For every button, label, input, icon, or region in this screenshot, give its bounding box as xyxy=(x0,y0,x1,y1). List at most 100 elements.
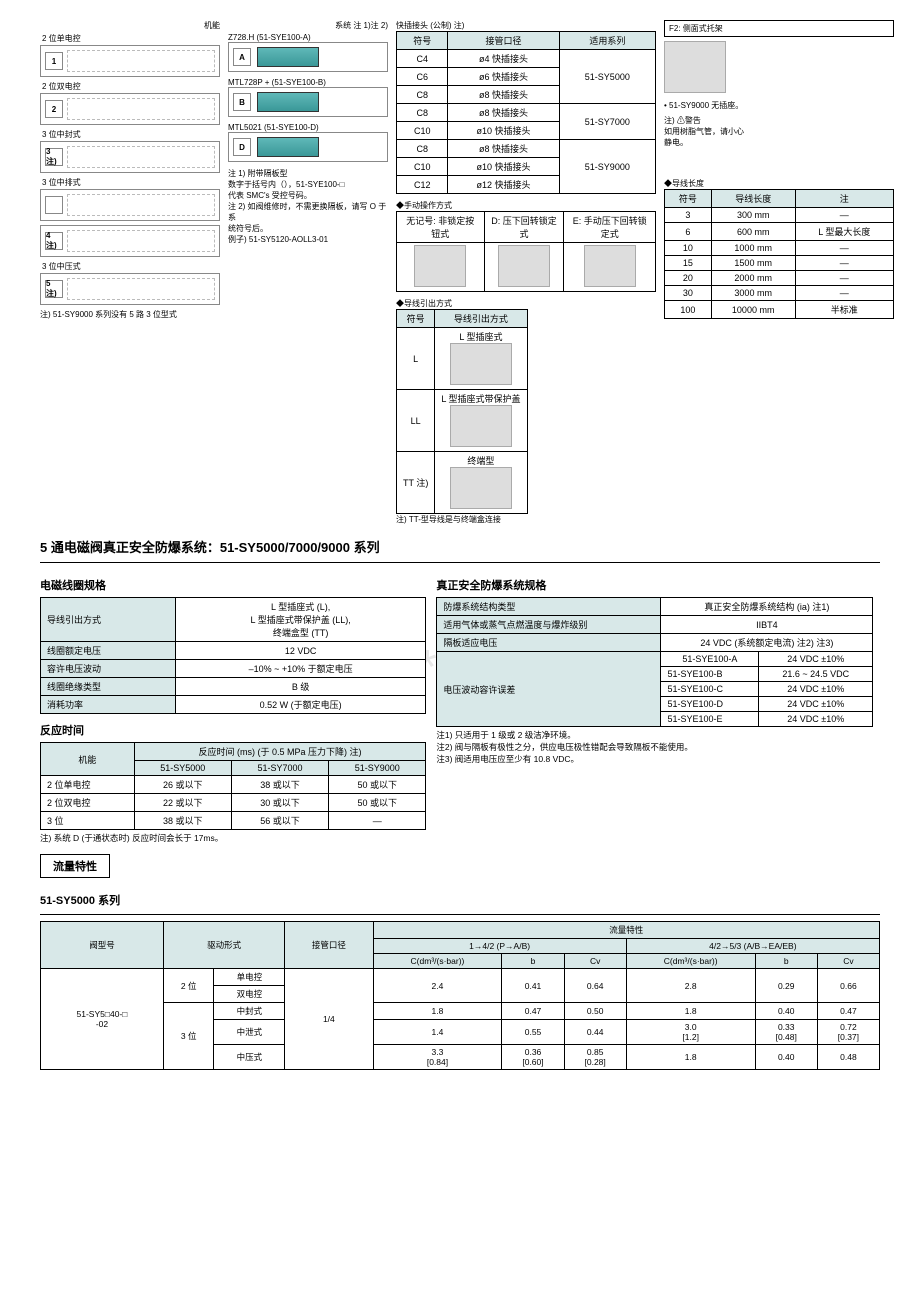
resp-cell: — xyxy=(329,812,426,830)
flow-h-cv2: Cv xyxy=(817,954,879,969)
flow-table: 阀型号驱动形式接管口径流量特性1→4/2 (P→A/B)4/2→5/3 (A/B… xyxy=(40,921,880,1070)
top-diagram-grid: 机能 2 位单电控12 位双电控23 位中封式3 注)3 位中排式4 注)3 位… xyxy=(40,20,880,525)
flow-c2: 1.8 xyxy=(626,1003,755,1020)
flow-pos: 2 位 xyxy=(163,969,213,1003)
flow-h-c2: C(dm³/(s·bar)) xyxy=(626,954,755,969)
resp-cell: 38 或以下 xyxy=(134,812,231,830)
flow-cv1: 0.50 xyxy=(564,1003,626,1020)
safety-val: 真正安全防爆系统结构 (ia) 注1) xyxy=(661,598,873,616)
flow-h-b: b xyxy=(502,954,564,969)
coil-val: –10% ~ +10% 于额定电压 xyxy=(175,660,426,678)
flow-h-drive: 驱动形式 xyxy=(163,922,284,969)
resp-cell: 38 或以下 xyxy=(231,776,328,794)
sys-label: 系统 注 1)注 2) xyxy=(228,20,388,31)
warn-text: 如用树脂气管，请小心 静电。 xyxy=(664,126,894,148)
safety-key: 隔板适应电压 xyxy=(437,634,661,652)
safety-model: 51-SYE100-D xyxy=(661,697,759,712)
flow-cv2: 0.48 xyxy=(817,1045,879,1070)
coil-key: 导线引出方式 xyxy=(41,598,176,642)
flow-box-title: 流量特性 xyxy=(40,854,110,878)
func-box: 3 注) xyxy=(40,141,220,173)
func-box xyxy=(40,189,220,221)
flow-h-b2: b xyxy=(755,954,817,969)
safety-volt-label: 电压波动容许误差 xyxy=(437,652,661,727)
coil-val: B 级 xyxy=(175,678,426,696)
fitting-size: ø12 快插接头 xyxy=(448,176,559,194)
fitting-col: 适用系列 xyxy=(559,32,655,50)
fitting-size: ø8 快插接头 xyxy=(448,104,559,122)
flow-h-cv: Cv xyxy=(564,954,626,969)
safety-model: 51-SYE100-C xyxy=(661,682,759,697)
flow-drive: 中封式 xyxy=(214,1003,285,1020)
coil-title: 电磁线圈规格 xyxy=(40,577,426,593)
barrier-image xyxy=(257,47,319,67)
coil-key: 线圈绝缘类型 xyxy=(41,678,176,696)
flow-c1: 3.3 [0.84] xyxy=(373,1045,502,1070)
len-sym: 6 xyxy=(665,223,712,241)
resp-cell: 50 或以下 xyxy=(329,776,426,794)
barrier-image xyxy=(257,92,319,112)
flow-port: 1/4 xyxy=(285,969,373,1070)
len-col: 导线长度 xyxy=(711,190,795,208)
func-label: 机能 xyxy=(40,20,220,31)
resp-cell: 30 或以下 xyxy=(231,794,328,812)
flow-c1: 1.8 xyxy=(373,1003,502,1020)
barrier-image xyxy=(257,137,319,157)
fitting-sym: C6 xyxy=(397,68,448,86)
flow-cv1: 0.44 xyxy=(564,1020,626,1045)
len-note: 半标准 xyxy=(795,301,893,319)
len-note: — xyxy=(795,286,893,301)
response-table: 机能反应时间 (ms) (于 0.5 MPa 压力下降) 注)51-SY5000… xyxy=(40,742,426,830)
fitting-size: ø8 快插接头 xyxy=(448,86,559,104)
sys-letter: D xyxy=(233,138,251,156)
resp-h-time: 反应时间 (ms) (于 0.5 MPa 压力下降) 注) xyxy=(134,743,426,761)
flow-h-g2: 4/2→5/3 (A/B→EA/EB) xyxy=(626,939,879,954)
lead-image xyxy=(450,405,512,447)
func-num: 2 xyxy=(45,100,63,118)
flow-c1: 2.4 xyxy=(373,969,502,1003)
resp-title: 反应时间 xyxy=(40,722,426,738)
lead-header: ◆导线引出方式 xyxy=(396,298,656,309)
safety-val: 24 VDC (系统额定电流) 注2) 注3) xyxy=(661,634,873,652)
len-note: — xyxy=(795,241,893,256)
manual-d: D: 压下回转锁定式 xyxy=(484,212,564,243)
flow-b1: 0.41 xyxy=(502,969,564,1003)
len-col: 注 xyxy=(795,190,893,208)
len-sym: 20 xyxy=(665,271,712,286)
fitting-series: 51-SY7000 xyxy=(559,104,655,140)
flow-cv2: 0.47 xyxy=(817,1003,879,1020)
func-num: 3 注) xyxy=(45,148,63,166)
coil-val: L 型插座式 (L), L 型插座式带保护盖 (LL), 终端盒型 (TT) xyxy=(175,598,426,642)
len-val: 2000 mm xyxy=(711,271,795,286)
func-box: 2 xyxy=(40,93,220,125)
lead-type: L 型插座式 xyxy=(435,328,527,390)
len-val: 3000 mm xyxy=(711,286,795,301)
flow-h-model: 阀型号 xyxy=(41,922,164,969)
fitting-table: 符号接管口径适用系列C4ø4 快插接头51-SY5000C6ø6 快插接头C8ø… xyxy=(396,31,656,194)
fitting-sym: C4 xyxy=(397,50,448,68)
sys-letter: B xyxy=(233,93,251,111)
fitting-sym: C8 xyxy=(397,86,448,104)
func-label-item: 3 位中压式 xyxy=(42,261,220,272)
flow-b1: 0.36 [0.60] xyxy=(502,1045,564,1070)
flow-h-port: 接管口径 xyxy=(285,922,373,969)
flow-b2: 0.40 xyxy=(755,1003,817,1020)
manual-e: E: 手动压下回转锁定式 xyxy=(564,212,656,243)
fitting-sym: C10 xyxy=(397,122,448,140)
lead-col: 符号 xyxy=(397,310,435,328)
fitting-sym: C8 xyxy=(397,104,448,122)
f2-note: • 51-SY9000 无插座。 xyxy=(664,100,894,111)
flow-b2: 0.29 xyxy=(755,969,817,1003)
valve-symbol xyxy=(67,98,215,120)
func-label-item: 2 位双电控 xyxy=(42,81,220,92)
sys-model: MTL728P + (51-SYE100-B) xyxy=(228,78,388,87)
manual-img-1 xyxy=(414,245,466,287)
len-note: — xyxy=(795,208,893,223)
len-sym: 100 xyxy=(665,301,712,319)
left-specs: 电磁线圈规格 导线引出方式L 型插座式 (L), L 型插座式带保护盖 (LL)… xyxy=(40,569,426,844)
middle-column: 快插接头 (公制) 注) 符号接管口径适用系列C4ø4 快插接头51-SY500… xyxy=(396,20,656,525)
safety-model: 51-SYE100-E xyxy=(661,712,759,727)
valve-symbol xyxy=(67,230,215,252)
separator-2 xyxy=(40,914,880,915)
manual-none: 无记号: 非锁定按钮式 xyxy=(397,212,485,243)
